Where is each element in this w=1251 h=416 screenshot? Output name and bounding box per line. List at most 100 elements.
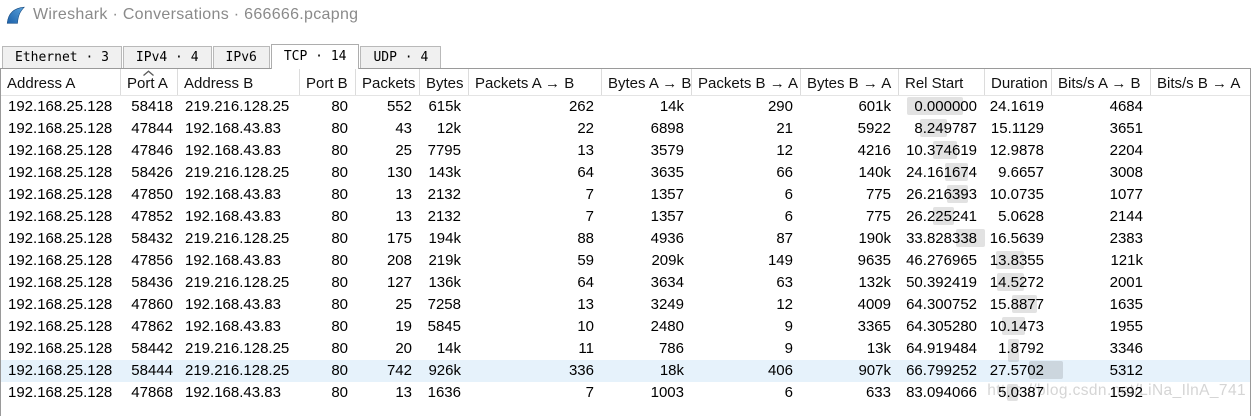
tab-tcp[interactable]: TCP · 14 xyxy=(270,44,360,69)
cell: 2204 xyxy=(1109,142,1143,159)
cell: 33.828338 xyxy=(906,230,977,247)
cell: 12 xyxy=(776,142,793,159)
tab-udp[interactable]: UDP · 4 xyxy=(360,46,442,68)
cell: 13 xyxy=(395,384,412,401)
wireshark-logo-icon xyxy=(6,6,25,24)
column-header[interactable]: Bytes B → A xyxy=(801,69,899,95)
column-header[interactable]: Rel Start xyxy=(899,69,985,95)
column-header[interactable]: Bytes xyxy=(420,69,469,95)
cell: 14k xyxy=(436,340,461,357)
column-header[interactable]: Packets B → A xyxy=(692,69,801,95)
cell: 907k xyxy=(858,362,891,379)
cell: 66 xyxy=(776,164,793,181)
column-header[interactable]: Packets A → B xyxy=(469,69,602,95)
cell: 9635 xyxy=(857,252,891,269)
cell: 80 xyxy=(331,120,348,137)
cell: 47850 xyxy=(131,186,173,203)
cell: 192.168.43.83 xyxy=(185,252,281,269)
conversation-row[interactable]: 192.168.25.128 47846 192.168.43.83 80 25 7795… xyxy=(1,140,1250,162)
cell: 47860 xyxy=(131,296,173,313)
column-header[interactable]: Bytes A → B xyxy=(602,69,692,95)
conversation-row[interactable]: 192.168.25.128 47850 192.168.43.83 80 13 2132… xyxy=(1,184,1250,206)
conversation-row[interactable]: 192.168.25.128 58436 219.216.128.25 80 127 13… xyxy=(1,272,1250,294)
cell xyxy=(1151,338,1250,360)
cell: 26.225241 xyxy=(906,208,977,225)
cell: 140k xyxy=(858,164,891,181)
cell: 26.216393 xyxy=(906,186,977,203)
cell: 13k xyxy=(866,340,891,357)
cell: 149 xyxy=(767,252,793,269)
column-header[interactable]: Port A xyxy=(121,69,178,95)
conversation-row[interactable]: 192.168.25.128 58444 219.216.128.25 80 742 92… xyxy=(1,360,1250,382)
cell: 127 xyxy=(386,274,412,291)
cell: 80 xyxy=(331,318,348,335)
cell: 24.161674 xyxy=(906,164,977,181)
cell xyxy=(1151,316,1250,338)
cell: 192.168.25.128 xyxy=(8,384,113,401)
cell: 192.168.25.128 xyxy=(8,142,113,159)
cell: 13 xyxy=(395,186,412,203)
cell: 13 xyxy=(577,142,594,159)
conversation-row[interactable]: 192.168.25.128 47868 192.168.43.83 80 13 1636… xyxy=(1,382,1250,404)
cell: 219k xyxy=(428,252,461,269)
column-header[interactable]: Packets xyxy=(356,69,420,95)
cell: 80 xyxy=(331,164,348,181)
cell: 58436 xyxy=(131,274,173,291)
tab-ethernet[interactable]: Ethernet · 3 xyxy=(2,46,122,68)
cell: 786 xyxy=(658,340,684,357)
cell: 80 xyxy=(331,142,348,159)
cell: 262 xyxy=(568,98,594,115)
cell: 4009 xyxy=(857,296,891,313)
cell: 192.168.25.128 xyxy=(8,186,113,203)
column-header[interactable]: Bits/s A → B xyxy=(1052,69,1151,95)
sort-ascending-icon[interactable] xyxy=(142,70,155,77)
cell: 13 xyxy=(577,296,594,313)
column-header[interactable]: Address A xyxy=(1,69,121,95)
cell: 5845 xyxy=(427,318,461,335)
conversation-row[interactable]: 192.168.25.128 47844 192.168.43.83 80 43 12k 2… xyxy=(1,118,1250,140)
conversation-row[interactable]: 192.168.25.128 58442 219.216.128.25 80 20 14k… xyxy=(1,338,1250,360)
cell: 1.8792 xyxy=(998,340,1044,357)
cell: 192.168.25.128 xyxy=(8,362,113,379)
conversation-row[interactable]: 192.168.25.128 47860 192.168.43.83 80 25 7258… xyxy=(1,294,1250,316)
tab-ipv4[interactable]: IPv4 · 4 xyxy=(122,46,212,68)
cell: 64 xyxy=(577,164,594,181)
cell: 775 xyxy=(865,186,891,203)
cell: 64.300752 xyxy=(906,296,977,313)
tab-ipv6[interactable]: IPv6 xyxy=(212,46,270,68)
conversation-row[interactable]: 192.168.25.128 47862 192.168.43.83 80 19 5845… xyxy=(1,316,1250,338)
cell: 2480 xyxy=(650,318,684,335)
conversation-row[interactable]: 192.168.25.128 47856 192.168.43.83 80 208 219… xyxy=(1,250,1250,272)
cell: 10 xyxy=(577,318,594,335)
cell: 219.216.128.25 xyxy=(185,98,290,115)
cell: 14k xyxy=(659,98,684,115)
cell xyxy=(1151,96,1250,118)
column-header[interactable]: Port B xyxy=(300,69,356,95)
column-header[interactable]: Duration xyxy=(985,69,1052,95)
cell: 25 xyxy=(395,142,412,159)
conversation-row[interactable]: 192.168.25.128 58432 219.216.128.25 80 175 19… xyxy=(1,228,1250,250)
cell: 192.168.25.128 xyxy=(8,252,113,269)
cell: 9 xyxy=(784,318,793,335)
cell: 1635 xyxy=(1109,296,1143,313)
cell: 190k xyxy=(858,230,891,247)
cell: 132k xyxy=(858,274,891,291)
cell: 47846 xyxy=(131,142,173,159)
cell: 15.1129 xyxy=(990,120,1044,137)
cell: 80 xyxy=(331,230,348,247)
conversation-row[interactable]: 192.168.25.128 58426 219.216.128.25 80 130 14… xyxy=(1,162,1250,184)
conversation-row[interactable]: 192.168.25.128 58418 219.216.128.25 80 552 61… xyxy=(1,96,1250,118)
conversation-row[interactable]: 192.168.25.128 47852 192.168.43.83 80 13 2132… xyxy=(1,206,1250,228)
cell: 16.5639 xyxy=(989,230,1044,247)
column-header[interactable]: Bits/s B → A xyxy=(1157,75,1241,92)
title-bar: Wireshark · Conversations · 666666.pcapn… xyxy=(0,0,1251,30)
cell: 64.919484 xyxy=(906,340,977,357)
cell: 18k xyxy=(659,362,684,379)
cell: 3365 xyxy=(857,318,891,335)
cell: 5.0387 xyxy=(998,384,1044,401)
cell: 80 xyxy=(331,186,348,203)
cell: 742 xyxy=(386,362,412,379)
cell: 336 xyxy=(568,362,594,379)
column-header[interactable]: Address B xyxy=(178,69,300,95)
cell: 7 xyxy=(585,208,594,225)
